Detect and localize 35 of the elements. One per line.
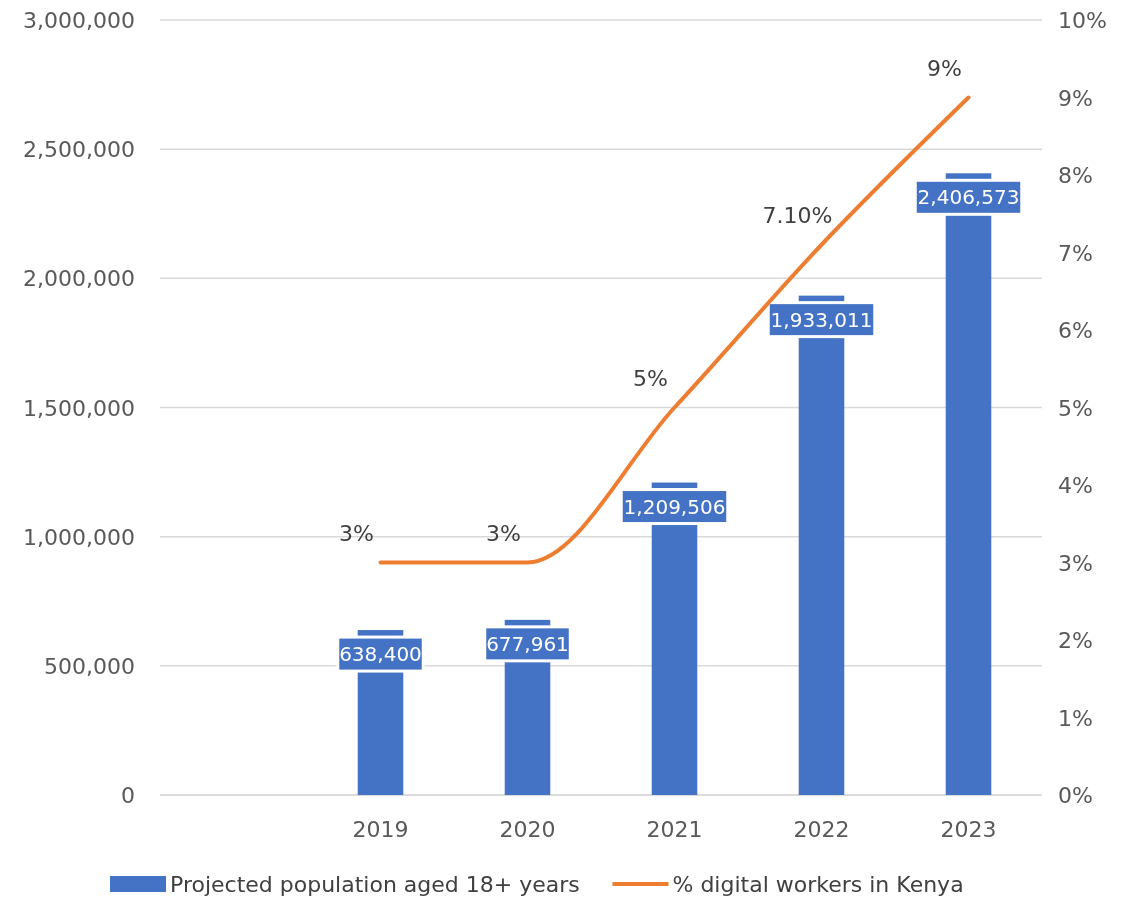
y2-tick-label: 8% (1058, 163, 1093, 188)
y2-tick-label: 3% (1058, 550, 1093, 576)
y-tick-label: 1,000,000 (23, 524, 135, 550)
y-tick-label: 2,500,000 (23, 137, 135, 163)
data-label: 7.10% (762, 202, 833, 228)
legend-label: Projected population aged 18+ years (170, 872, 580, 897)
y-tick-label: 3,000,000 (23, 8, 135, 33)
y2-tick-label: 5% (1058, 395, 1093, 421)
data-label: 9% (927, 55, 962, 81)
data-label: 3% (486, 520, 521, 546)
data-label: 1,933,011 (770, 307, 873, 332)
y2-tick-label: 6% (1058, 318, 1093, 343)
data-label: 3% (339, 520, 374, 546)
y2-tick-label: 1% (1058, 705, 1093, 731)
y-tick-label: 2,000,000 (23, 266, 135, 292)
y2-tick-label: 4% (1058, 473, 1093, 498)
y2-tick-label: 10% (1058, 8, 1107, 33)
y-tick-label: 1,500,000 (23, 395, 135, 421)
data-label: 638,400 (339, 642, 422, 667)
data-label: 1,209,506 (623, 494, 726, 519)
y-tick-label: 0 (121, 783, 135, 808)
y2-tick-label: 9% (1058, 85, 1093, 111)
legend-label: % digital workers in Kenya (672, 872, 964, 897)
data-label: 5% (633, 365, 668, 391)
x-tick-label: 2023 (940, 817, 997, 842)
x-tick-label: 2019 (352, 817, 409, 842)
x-tick-label: 2020 (499, 817, 556, 842)
x-tick-label: 2021 (646, 817, 703, 842)
y2-tick-label: 7% (1058, 240, 1093, 266)
y2-tick-label: 2% (1058, 628, 1093, 653)
y-tick-label: 500,000 (44, 653, 135, 679)
data-label: 677,961 (486, 631, 569, 656)
x-tick-label: 2022 (793, 817, 850, 842)
y2-tick-label: 0% (1058, 783, 1093, 808)
data-label: 2,406,573 (917, 185, 1020, 210)
